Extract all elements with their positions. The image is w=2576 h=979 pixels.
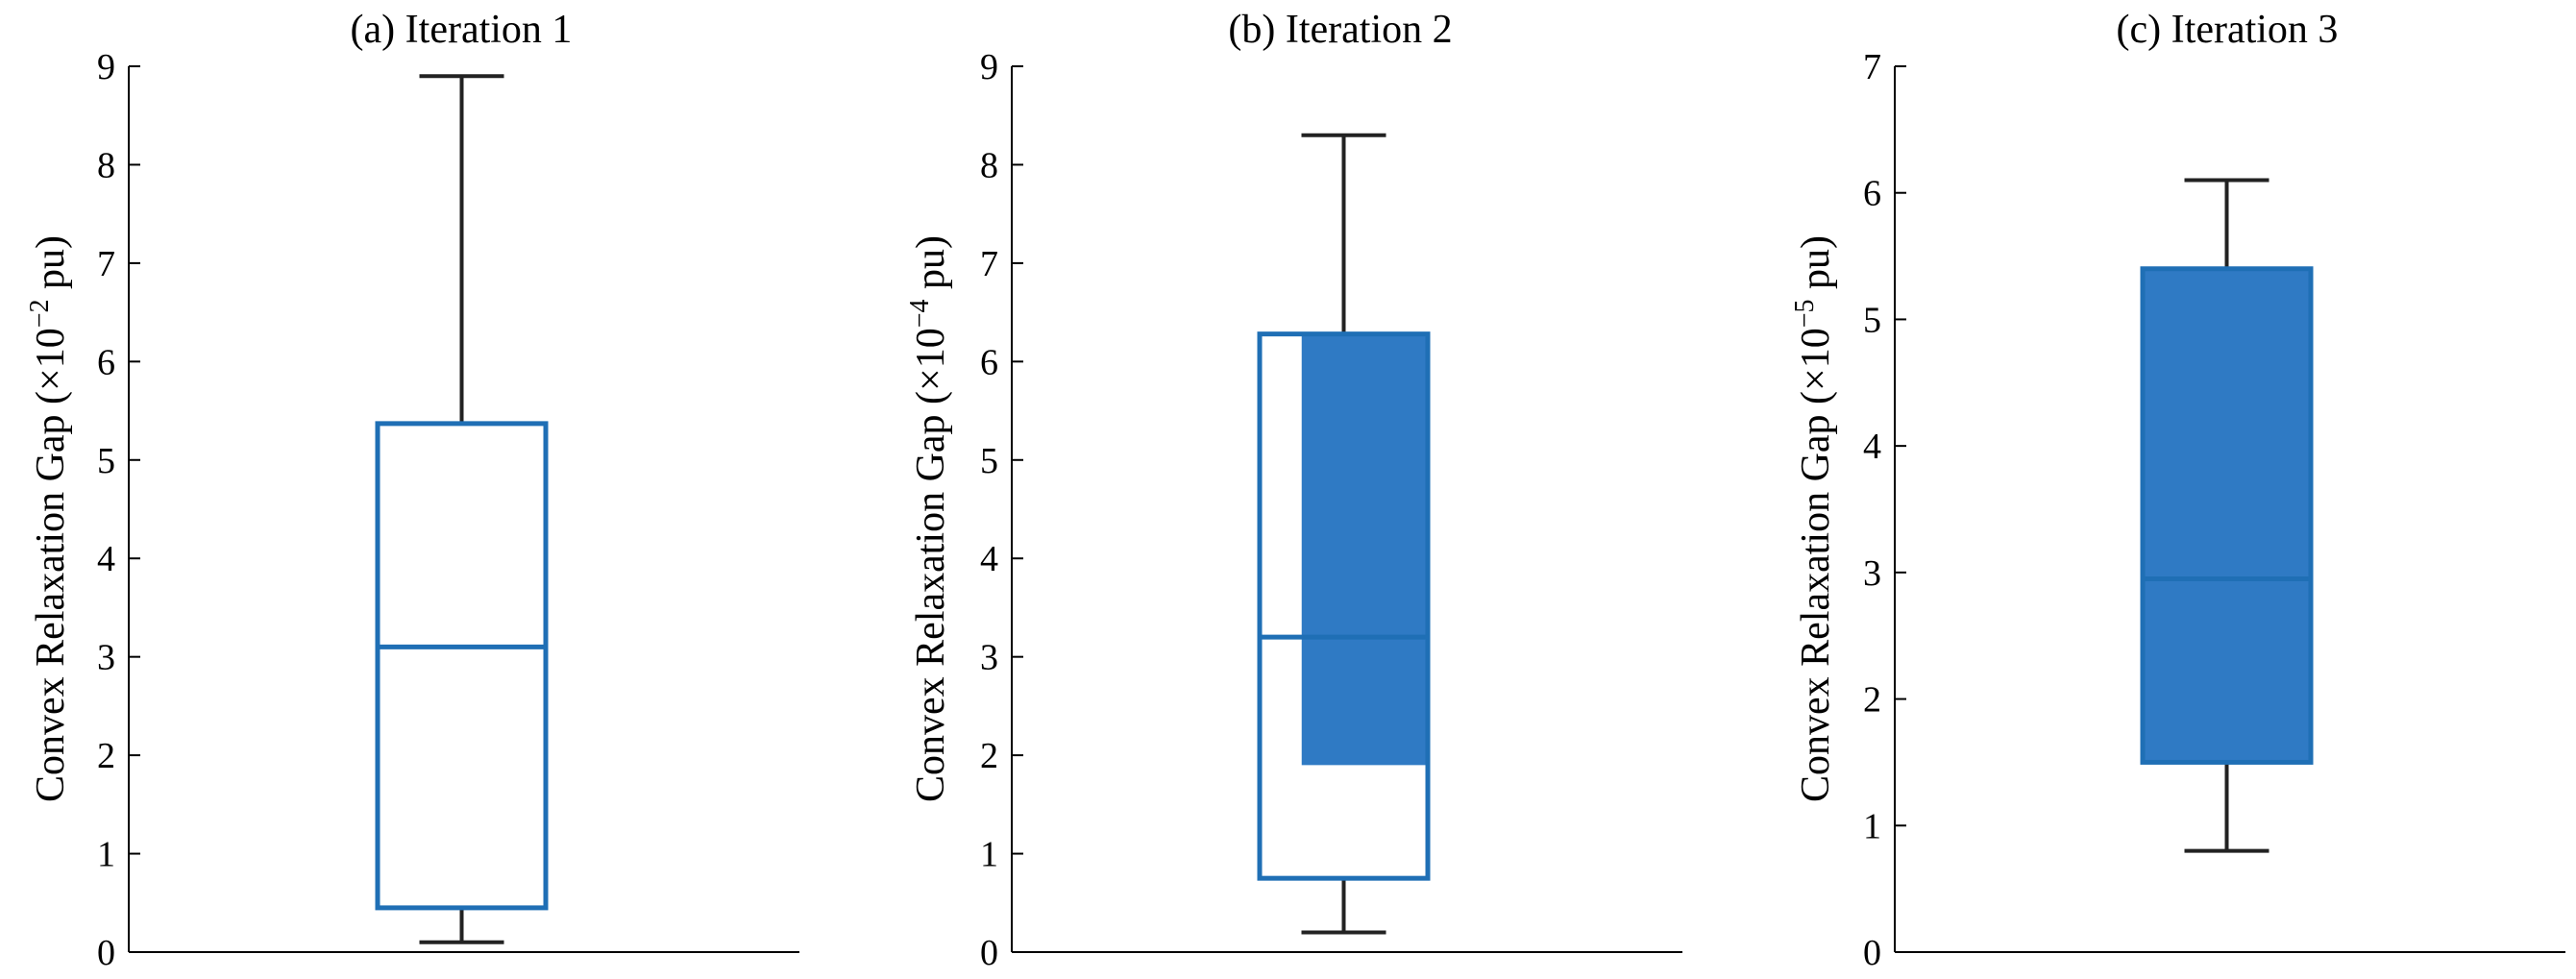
y-tick-label: 4 [1863,427,1881,467]
y-tick-label: 5 [1863,300,1881,340]
y-axis-label: Convex Relaxation Gap (×10−4 pu) [905,235,953,802]
shaded-region [1301,333,1428,766]
y-axis-label: Convex Relaxation Gap (×10−5 pu) [1790,235,1838,802]
panel-title: (a) Iteration 1 [351,8,573,52]
y-tick-label: 4 [980,539,998,579]
y-axis-label: Convex Relaxation Gap (×10−2 pu) [25,235,73,802]
y-tick-label: 7 [980,244,998,284]
y-tick-label: 1 [1863,806,1881,846]
box-marks [375,74,549,944]
y-tick-label: 9 [980,47,998,87]
shaded-region [2143,268,2311,763]
panel-iteration-2: (b) Iteration 2 Convex Relaxation Gap (×… [905,8,1682,973]
y-tick-label: 8 [980,145,998,185]
panel-title: (b) Iteration 2 [1228,8,1452,52]
y-tick-label: 5 [97,441,115,481]
y-tick-label: 7 [97,244,115,284]
y-tick-label: 3 [1863,553,1881,594]
y-tick-label: 2 [1863,680,1881,721]
box-marks [2140,178,2314,853]
y-tick-label: 0 [1863,933,1881,973]
box-marks [1257,133,1431,935]
y-tick-label: 2 [97,736,115,776]
box [375,421,549,911]
y-tick-label: 9 [97,47,115,87]
y-tick-label: 1 [980,835,998,875]
y-tick-label: 4 [97,539,115,579]
y-tick-label: 6 [980,342,998,382]
axes: 0 1 2 3 4 5 6 7 8 9 [980,47,1682,973]
y-tick-label: 7 [1863,47,1881,87]
y-tick-label: 1 [97,835,115,875]
y-tick-label: 6 [97,342,115,382]
axes: 0 1 2 3 4 5 6 7 8 9 [97,47,799,973]
y-tick-label: 3 [980,638,998,678]
y-tick-label: 6 [1863,174,1881,214]
box [2140,266,2314,765]
box [1257,331,1431,881]
y-tick-label: 3 [97,638,115,678]
axes: 0 1 2 3 4 5 6 7 [1863,47,2565,973]
y-tick-label: 2 [980,736,998,776]
y-tick-label: 0 [97,933,115,973]
y-tick-label: 0 [980,933,998,973]
y-tick-label: 8 [97,145,115,185]
panel-iteration-1: (a) Iteration 1 Convex Relaxation Gap (×… [25,8,799,973]
panel-title: (c) Iteration 3 [2117,8,2339,52]
panel-iteration-3: (c) Iteration 3 Convex Relaxation Gap (×… [1790,8,2565,973]
y-tick-label: 5 [980,441,998,481]
